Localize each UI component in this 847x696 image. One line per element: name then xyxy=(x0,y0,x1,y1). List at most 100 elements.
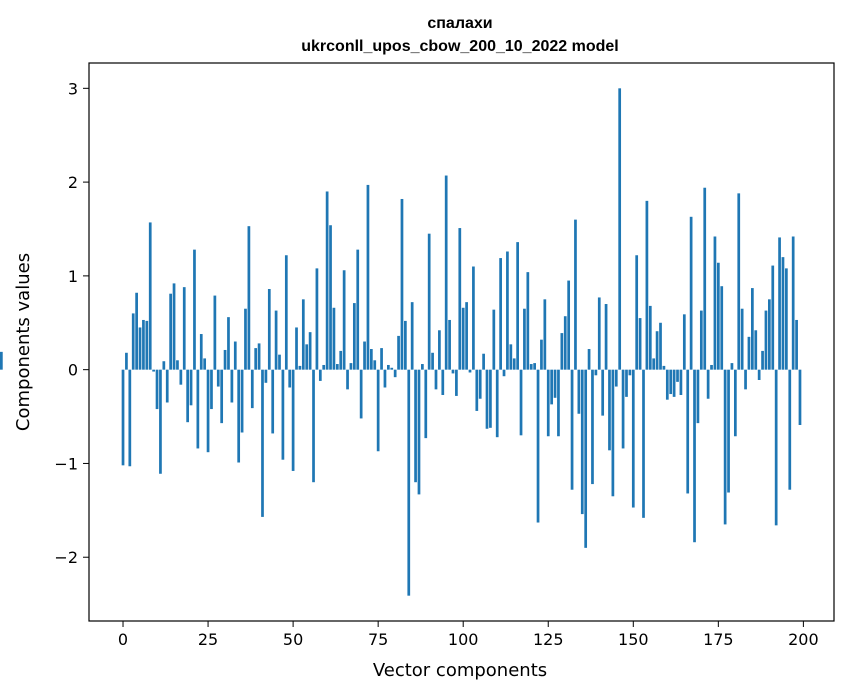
bar xyxy=(400,198,404,370)
bar xyxy=(210,369,213,410)
bar xyxy=(611,369,615,497)
bar xyxy=(472,266,475,370)
bar xyxy=(213,295,217,370)
bar xyxy=(495,369,499,438)
bar xyxy=(747,336,751,370)
bar xyxy=(410,302,414,370)
bar xyxy=(315,268,319,370)
bar xyxy=(135,292,138,370)
bar xyxy=(227,317,230,370)
bar xyxy=(502,369,506,377)
bar xyxy=(557,369,560,437)
bar xyxy=(199,334,203,370)
bar xyxy=(237,369,241,463)
bar xyxy=(506,251,509,370)
bar xyxy=(720,286,724,370)
bar xyxy=(427,233,431,370)
bar xyxy=(121,369,125,466)
bar xyxy=(220,369,224,424)
bar xyxy=(614,369,618,387)
bar xyxy=(774,369,778,526)
x-tick-label: 150 xyxy=(618,630,649,649)
bar xyxy=(740,308,744,370)
bar xyxy=(267,289,271,370)
bar xyxy=(322,364,326,370)
bar xyxy=(608,369,611,451)
bar xyxy=(499,258,502,370)
bar xyxy=(145,320,149,370)
bar xyxy=(791,236,795,370)
bar xyxy=(165,369,169,403)
bar xyxy=(778,237,781,370)
bar xyxy=(172,283,176,370)
bar xyxy=(193,249,196,370)
bar xyxy=(689,216,693,370)
bar xyxy=(404,320,407,370)
bar xyxy=(407,369,411,596)
bar xyxy=(383,369,387,388)
bar xyxy=(679,369,683,395)
bar xyxy=(298,365,302,370)
bar xyxy=(363,341,366,370)
bar xyxy=(512,358,516,370)
y-axis-label: Components values xyxy=(13,253,34,431)
bar xyxy=(529,364,533,370)
bar xyxy=(489,369,492,428)
bar xyxy=(540,339,543,370)
bar xyxy=(628,369,632,376)
x-tick-label: 0 xyxy=(118,630,128,649)
x-tick-label: 200 xyxy=(788,630,819,649)
y-tick-label: 0 xyxy=(68,361,78,380)
bar xyxy=(312,369,315,483)
chart-title-line-1: спалахи xyxy=(427,15,492,32)
bar xyxy=(455,369,458,396)
bars-group xyxy=(0,88,802,596)
bar xyxy=(693,369,696,543)
bar xyxy=(329,225,332,370)
bar xyxy=(261,369,264,517)
bar xyxy=(781,257,785,370)
bar xyxy=(335,364,339,370)
y-tick-label: 1 xyxy=(68,267,78,286)
bar xyxy=(516,242,519,370)
bar xyxy=(339,350,343,370)
bar xyxy=(373,360,377,370)
bar xyxy=(148,222,152,370)
x-tick-label: 25 xyxy=(198,630,218,649)
bar xyxy=(196,369,200,449)
bar xyxy=(291,369,295,471)
bar xyxy=(536,369,540,523)
bar xyxy=(591,369,594,485)
bar xyxy=(448,319,451,370)
bar xyxy=(642,369,645,518)
bar xyxy=(761,350,764,370)
bar xyxy=(519,369,523,436)
bar xyxy=(652,358,656,370)
bar xyxy=(233,341,237,370)
bar xyxy=(274,310,278,370)
bar xyxy=(744,369,747,390)
bar xyxy=(216,369,220,387)
bar xyxy=(465,302,468,370)
bar xyxy=(798,369,802,425)
bar xyxy=(662,365,666,370)
bar xyxy=(737,193,741,370)
bar xyxy=(230,369,234,403)
bar xyxy=(441,369,445,395)
bar xyxy=(485,369,489,429)
bar xyxy=(356,249,360,370)
bar xyxy=(295,327,298,370)
bar xyxy=(533,363,536,370)
bar xyxy=(645,200,649,370)
bar xyxy=(434,369,438,390)
bar xyxy=(244,308,247,370)
bar xyxy=(618,88,622,370)
bar xyxy=(359,369,363,419)
bar xyxy=(730,363,734,370)
bar xyxy=(318,369,322,381)
bar xyxy=(131,313,135,370)
bar xyxy=(567,280,571,370)
bar xyxy=(458,228,462,370)
bar xyxy=(768,299,771,370)
